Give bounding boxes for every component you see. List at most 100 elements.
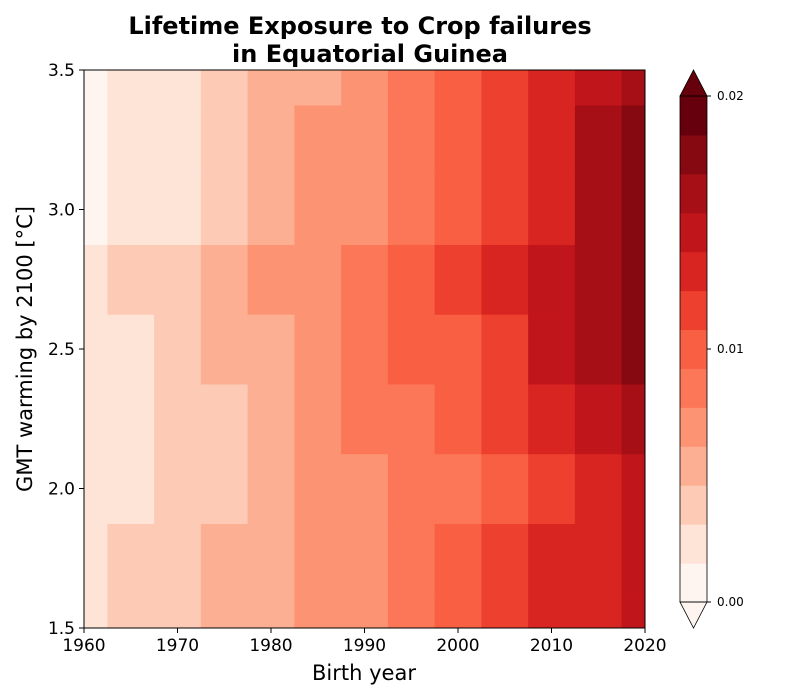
x-axis: 1960 1970 1980 1990 2000 2010 2020	[62, 628, 667, 656]
heatmap-cell	[528, 453, 576, 524]
heatmap-cell	[528, 523, 576, 594]
colorbar-band	[680, 563, 707, 603]
heatmap-cell	[84, 70, 108, 106]
colorbar-extend-max	[679, 69, 708, 97]
heatmap-cell	[107, 314, 155, 385]
heatmap-cell	[528, 70, 576, 106]
colorbar-band	[680, 329, 707, 369]
heatmap-cell	[154, 174, 202, 245]
heatmap-cell	[200, 70, 249, 106]
heatmap-cell	[621, 244, 645, 315]
x-tick-label: 2010	[530, 636, 573, 656]
heatmap-cell	[84, 104, 108, 176]
colorbar-band	[680, 446, 707, 486]
heatmap-cell	[200, 174, 249, 245]
heatmap-cell	[621, 523, 645, 594]
heatmap-cell	[481, 314, 529, 385]
heatmap-cell	[107, 523, 155, 594]
heatmap-cell	[341, 314, 389, 385]
heatmap-cell	[574, 383, 623, 455]
x-tick-label: 1990	[343, 636, 386, 656]
x-axis-label: Birth year	[312, 661, 416, 685]
heatmap-cell	[481, 70, 529, 106]
colorbar-band	[680, 524, 707, 564]
colorbar-band	[680, 407, 707, 447]
heatmap-cell	[574, 453, 623, 524]
heatmap-cell	[387, 70, 436, 106]
heatmap-cell	[341, 174, 389, 245]
y-tick-label: 2.0	[48, 480, 75, 500]
heatmap-cell	[387, 523, 436, 594]
heatmap-cell	[621, 104, 645, 176]
heatmap-cell	[434, 314, 482, 385]
y-tick-label: 3.0	[48, 201, 75, 221]
heatmap-cell	[387, 314, 436, 385]
x-tick-label: 1960	[62, 636, 105, 656]
heatmap-cell	[481, 453, 529, 524]
heatmap-cell	[107, 174, 155, 245]
heatmap-cell	[481, 523, 529, 594]
heatmap-cell	[574, 523, 623, 594]
heatmap-cell	[481, 244, 529, 315]
heatmap-cell	[574, 593, 623, 628]
heatmap-cell	[574, 244, 623, 315]
heatmap-cells	[84, 70, 645, 628]
heatmap-cell	[621, 174, 645, 245]
heatmap-cell	[84, 593, 108, 628]
colorbar-band	[680, 212, 707, 253]
heatmap-cell	[341, 70, 389, 106]
heatmap-cell	[247, 104, 295, 176]
x-tick-label: 2020	[623, 636, 666, 656]
heatmap-cell	[247, 70, 295, 106]
heatmap-cell	[294, 523, 342, 594]
heatmap-cell	[154, 453, 202, 524]
heatmap-cell	[107, 593, 155, 628]
chart-title-line-1: Lifetime Exposure to Crop failures	[128, 12, 591, 40]
heatmap-cell	[481, 174, 529, 245]
heatmap-cell	[621, 70, 645, 106]
heatmap-cell	[434, 70, 482, 106]
chart-title-line-2: in Equatorial Guinea	[232, 40, 508, 68]
heatmap-cell	[107, 453, 155, 524]
heatmap-cell	[434, 383, 482, 455]
colorbar-band	[680, 173, 707, 214]
heatmap-cell	[294, 70, 342, 106]
heatmap-cell	[481, 104, 529, 176]
heatmap-cell	[294, 244, 342, 315]
heatmap-cell	[341, 453, 389, 524]
heatmap-cell	[528, 104, 576, 176]
heatmap-cell	[247, 174, 295, 245]
heatmap-cell	[294, 453, 342, 524]
colorbar-band	[680, 251, 707, 292]
heatmap-cell	[387, 593, 436, 628]
heatmap-cell	[387, 383, 436, 455]
colorbar-band	[680, 290, 707, 331]
heatmap-cell	[84, 523, 108, 594]
colorbar-extend-min	[679, 601, 708, 629]
heatmap-cell	[154, 104, 202, 176]
heatmap-cell	[84, 383, 108, 455]
x-tick-label: 1980	[249, 636, 292, 656]
heatmap-cell	[84, 244, 108, 315]
heatmap-cell	[528, 244, 576, 315]
heatmap-cell	[528, 174, 576, 245]
heatmap-cell	[107, 244, 155, 315]
heatmap-cell	[247, 314, 295, 385]
heatmap-cell	[481, 593, 529, 628]
heatmap-cell	[294, 104, 342, 176]
heatmap-cell	[294, 593, 342, 628]
heatmap-cell	[621, 593, 645, 628]
y-tick-label: 3.5	[48, 61, 75, 81]
y-axis: 1.5 2.0 2.5 3.0 3.5	[48, 61, 84, 639]
heatmap-cell	[247, 383, 295, 455]
colorbar-tick-label: 0.00	[717, 595, 744, 609]
heatmap-cell	[341, 523, 389, 594]
y-axis-label: GMT warming by 2100 [°C]	[13, 206, 37, 492]
heatmap-cell	[200, 523, 249, 594]
y-tick-label: 2.5	[48, 340, 75, 360]
heatmap-cell	[294, 314, 342, 385]
heatmap-cell	[200, 593, 249, 628]
heatmap-cell	[434, 453, 482, 524]
heatmap-cell	[294, 383, 342, 455]
heatmap-cell	[341, 244, 389, 315]
